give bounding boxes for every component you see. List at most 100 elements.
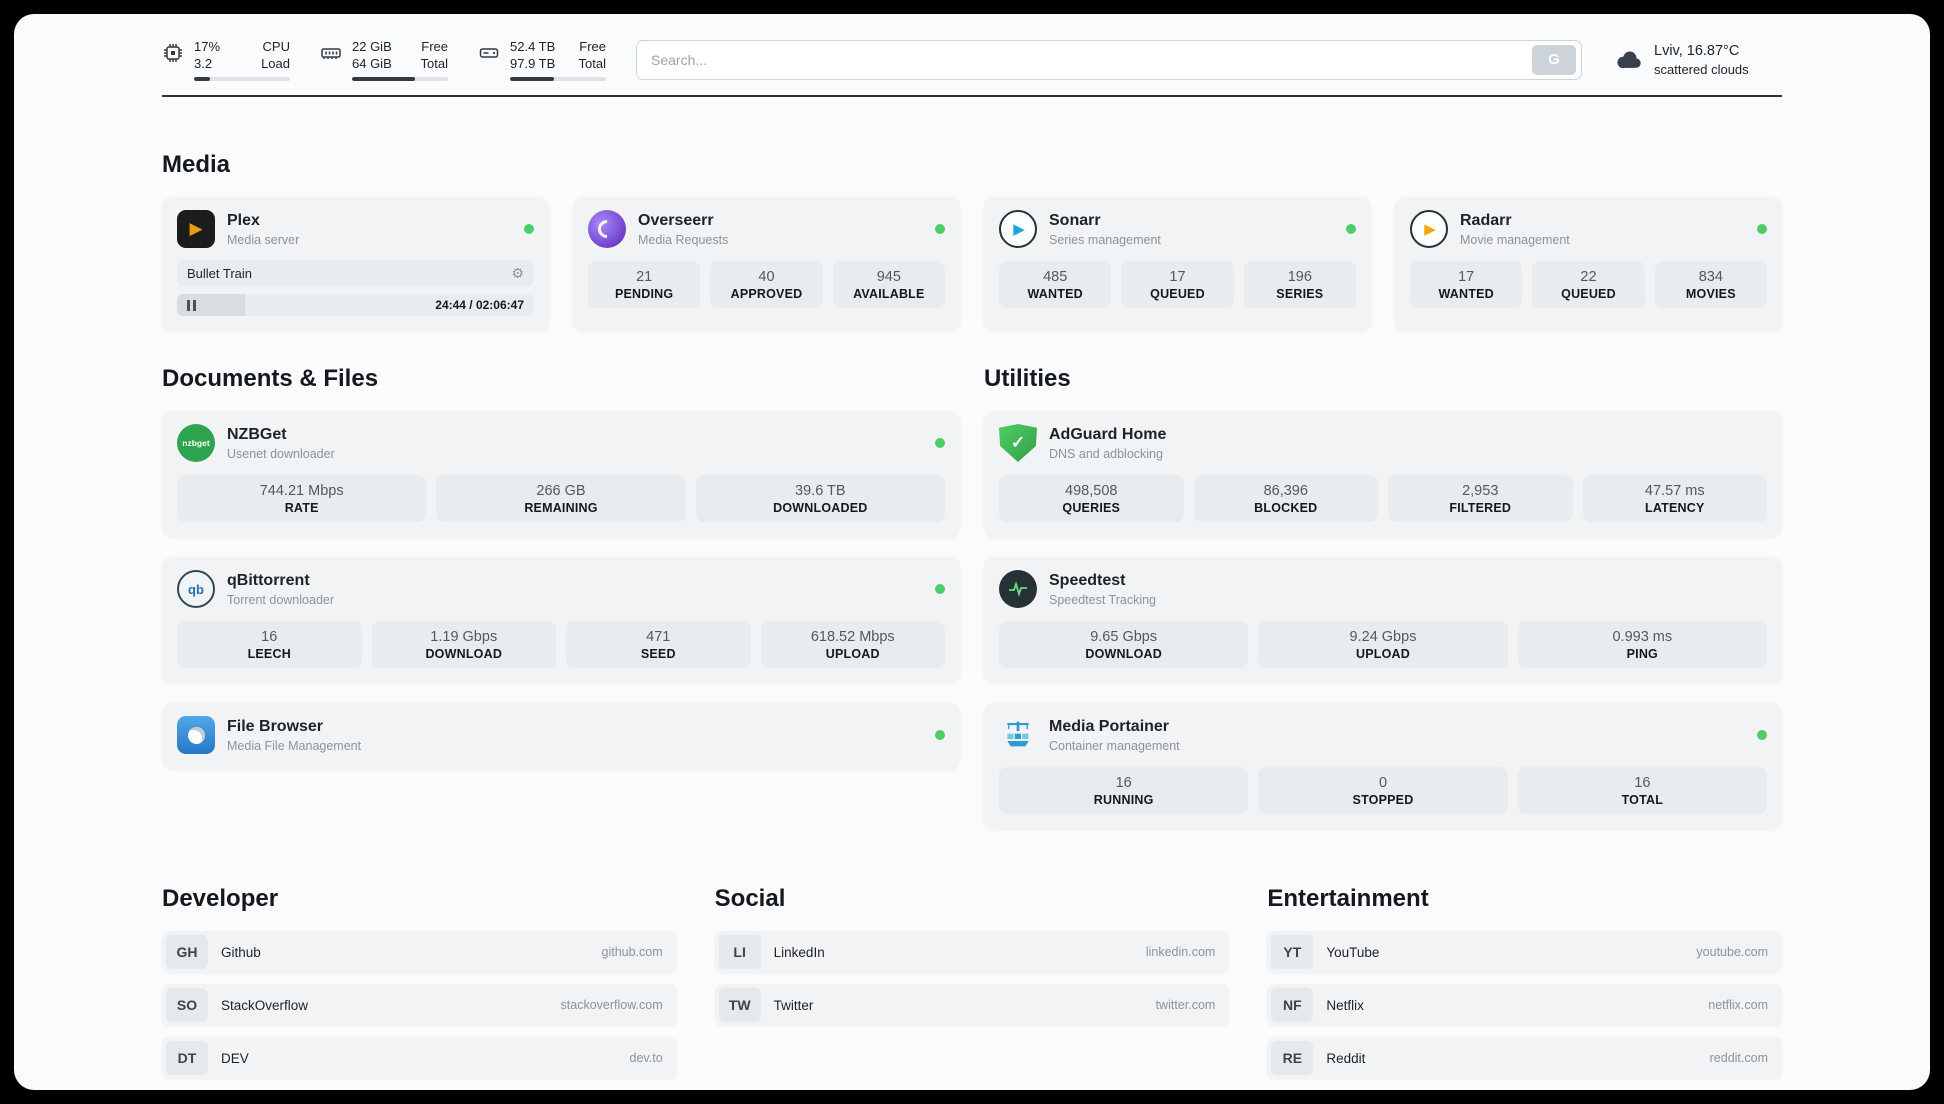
stat-label: UPLOAD xyxy=(1356,647,1410,661)
bookmark-reddit[interactable]: RE Reddit reddit.com xyxy=(1267,1037,1782,1079)
dashboard-panel: 17% CPU 3.2 Load xyxy=(14,14,1930,1090)
app-name[interactable]: Overseerr xyxy=(638,212,714,229)
app-card-plex[interactable]: ▶ Plex Media server Bullet Train ⚙ 24:44… xyxy=(162,197,549,331)
app-card-qbittorrent[interactable]: qb qBittorrent Torrent downloader 16 xyxy=(162,557,960,683)
cpu-percent: 17% xyxy=(194,39,221,54)
bookmark-stackoverflow[interactable]: SO StackOverflow stackoverflow.com xyxy=(162,984,677,1026)
app-name[interactable]: Media Portainer xyxy=(1049,718,1170,735)
stat-label: TOTAL xyxy=(1621,793,1664,807)
search-bar[interactable]: G xyxy=(636,39,1582,80)
app-subtitle: Movie management xyxy=(1460,233,1570,247)
cpu-progress-fill xyxy=(194,77,211,81)
ram-line-1: 22 GiB Free xyxy=(352,38,448,55)
app-subtitle: Torrent downloader xyxy=(227,593,335,607)
stat-leech: 16 LEECH xyxy=(177,621,362,668)
stat-series: 196 SERIES xyxy=(1243,261,1356,308)
stat-label: FILTERED xyxy=(1449,501,1512,515)
app-card-portainer[interactable]: Media Portainer Container management 16 … xyxy=(984,703,1782,829)
entertainment-section: Entertainment YT YouTube youtube.com NF … xyxy=(1267,885,1782,1090)
bookmarks-grid: Developer GH Github github.com SO StackO… xyxy=(162,885,1782,1090)
bookmark-dev[interactable]: DT DEV dev.to xyxy=(162,1037,677,1079)
bookmark-name: YouTube xyxy=(1326,944,1380,960)
disk-label-2: Total xyxy=(578,56,606,71)
stat-value: 17 xyxy=(1169,269,1186,285)
player-progress-bar[interactable]: 24:44 / 02:06:47 xyxy=(177,294,534,316)
qbittorrent-icon: qb xyxy=(177,570,215,608)
status-dot xyxy=(935,438,945,448)
header-divider xyxy=(162,95,1782,97)
bookmark-url: stackoverflow.com xyxy=(560,998,663,1012)
app-subtitle: Media server xyxy=(227,233,300,247)
stat-value: 17 xyxy=(1458,269,1475,285)
bookmark-abbr: LI xyxy=(718,935,761,969)
middle-grid: Documents & Files nzbget NZBGet Usenet d… xyxy=(162,365,1782,829)
status-dot xyxy=(1346,224,1356,234)
section-title-social: Social xyxy=(714,885,786,912)
stat-pending: 21 PENDING xyxy=(588,261,701,308)
bookmark-github[interactable]: GH Github github.com xyxy=(162,931,677,973)
card-head: ✓ AdGuard Home DNS and adblocking xyxy=(999,424,1767,462)
app-name[interactable]: Radarr xyxy=(1460,212,1512,229)
ram-label-2: Total xyxy=(420,56,448,71)
bookmark-twitter[interactable]: TW Twitter twitter.com xyxy=(714,984,1230,1026)
app-name[interactable]: AdGuard Home xyxy=(1049,426,1167,443)
bookmark-netflix[interactable]: NF Netflix netflix.com xyxy=(1267,984,1782,1026)
search-engine-button[interactable]: G xyxy=(1532,44,1576,75)
now-playing-bar: Bullet Train ⚙ xyxy=(177,260,534,286)
app-card-nzbget[interactable]: nzbget NZBGet Usenet downloader 744.21 M… xyxy=(162,411,960,537)
disk-line-2: 97.9 TB Total xyxy=(510,55,606,72)
stat-available: 945 AVAILABLE xyxy=(832,261,945,308)
app-card-radarr[interactable]: ▶ Radarr Movie management 17 WANTED 22 xyxy=(1395,197,1782,331)
app-card-filebrowser[interactable]: File Browser Media File Management xyxy=(162,703,960,769)
card-titles: Overseerr Media Requests xyxy=(638,211,728,247)
app-card-overseerr[interactable]: Overseerr Media Requests 21 PENDING 40 A… xyxy=(573,197,960,331)
stat-value: 196 xyxy=(1287,269,1312,285)
ram-free: 22 GiB xyxy=(352,39,392,54)
stat-value: 0 xyxy=(1378,775,1388,791)
radarr-icon-glyph: ▶ xyxy=(1424,221,1436,238)
plex-icon-glyph: ▶ xyxy=(189,219,203,238)
app-subtitle: Media Requests xyxy=(638,233,729,247)
ram-readout: 22 GiB Free 64 GiB Total xyxy=(352,38,448,81)
disk-free: 52.4 TB xyxy=(510,39,556,54)
app-name[interactable]: NZBGet xyxy=(227,426,287,443)
bookmark-url: reddit.com xyxy=(1709,1051,1768,1065)
app-card-sonarr[interactable]: ▶ Sonarr Series management 485 WANTED 17 xyxy=(984,197,1371,331)
search-input[interactable] xyxy=(651,51,1532,68)
gear-icon[interactable]: ⚙ xyxy=(511,264,524,281)
stat-label: LATENCY xyxy=(1645,501,1705,515)
stat-value: 2,953 xyxy=(1462,483,1499,499)
stats-row: 21 PENDING 40 APPROVED 945 AVAILABLE xyxy=(588,261,945,308)
stat-value: 9.65 Gbps xyxy=(1090,629,1158,645)
weather-widget[interactable]: Lviv, 16.87°C scattered clouds xyxy=(1612,42,1782,78)
section-title-media: Media xyxy=(162,151,231,178)
card-head: ▶ Radarr Movie management xyxy=(1410,210,1767,248)
cpu-label-1: CPU xyxy=(262,39,290,54)
section-title-utilities: Utilities xyxy=(984,365,1071,392)
cpu-temp: 3.2 xyxy=(194,56,213,71)
bookmark-youtube[interactable]: YT YouTube youtube.com xyxy=(1267,931,1782,973)
bookmark-name: LinkedIn xyxy=(773,944,825,960)
stat-value: 39.6 TB xyxy=(795,483,846,499)
app-name[interactable]: Plex xyxy=(227,212,260,229)
app-card-speedtest[interactable]: Speedtest Speedtest Tracking 9.65 Gbps D… xyxy=(984,557,1782,683)
app-name[interactable]: Sonarr xyxy=(1049,212,1101,229)
cpu-readout: 17% CPU 3.2 Load xyxy=(194,38,290,81)
app-name[interactable]: File Browser xyxy=(227,718,324,735)
bookmark-linkedin[interactable]: LI LinkedIn linkedin.com xyxy=(714,931,1230,973)
app-name[interactable]: Speedtest xyxy=(1049,572,1126,589)
app-subtitle: Series management xyxy=(1049,233,1161,247)
stat-download: 1.19 Gbps DOWNLOAD xyxy=(371,621,556,668)
disk-progress-bar xyxy=(510,77,606,81)
adguard-check-glyph: ✓ xyxy=(1010,433,1026,452)
app-card-adguard[interactable]: ✓ AdGuard Home DNS and adblocking 498,50… xyxy=(984,411,1782,537)
stat-value: 0.993 ms xyxy=(1612,629,1673,645)
card-titles: AdGuard Home DNS and adblocking xyxy=(1049,425,1166,461)
stats-row: 17 WANTED 22 QUEUED 834 MOVIES xyxy=(1410,261,1767,308)
pause-icon[interactable] xyxy=(187,299,196,311)
cpu-line-2: 3.2 Load xyxy=(194,55,290,72)
portainer-icon xyxy=(999,716,1037,754)
stat-seed: 471 SEED xyxy=(566,621,751,668)
stat-label: PING xyxy=(1626,647,1658,661)
app-name[interactable]: qBittorrent xyxy=(227,572,310,589)
